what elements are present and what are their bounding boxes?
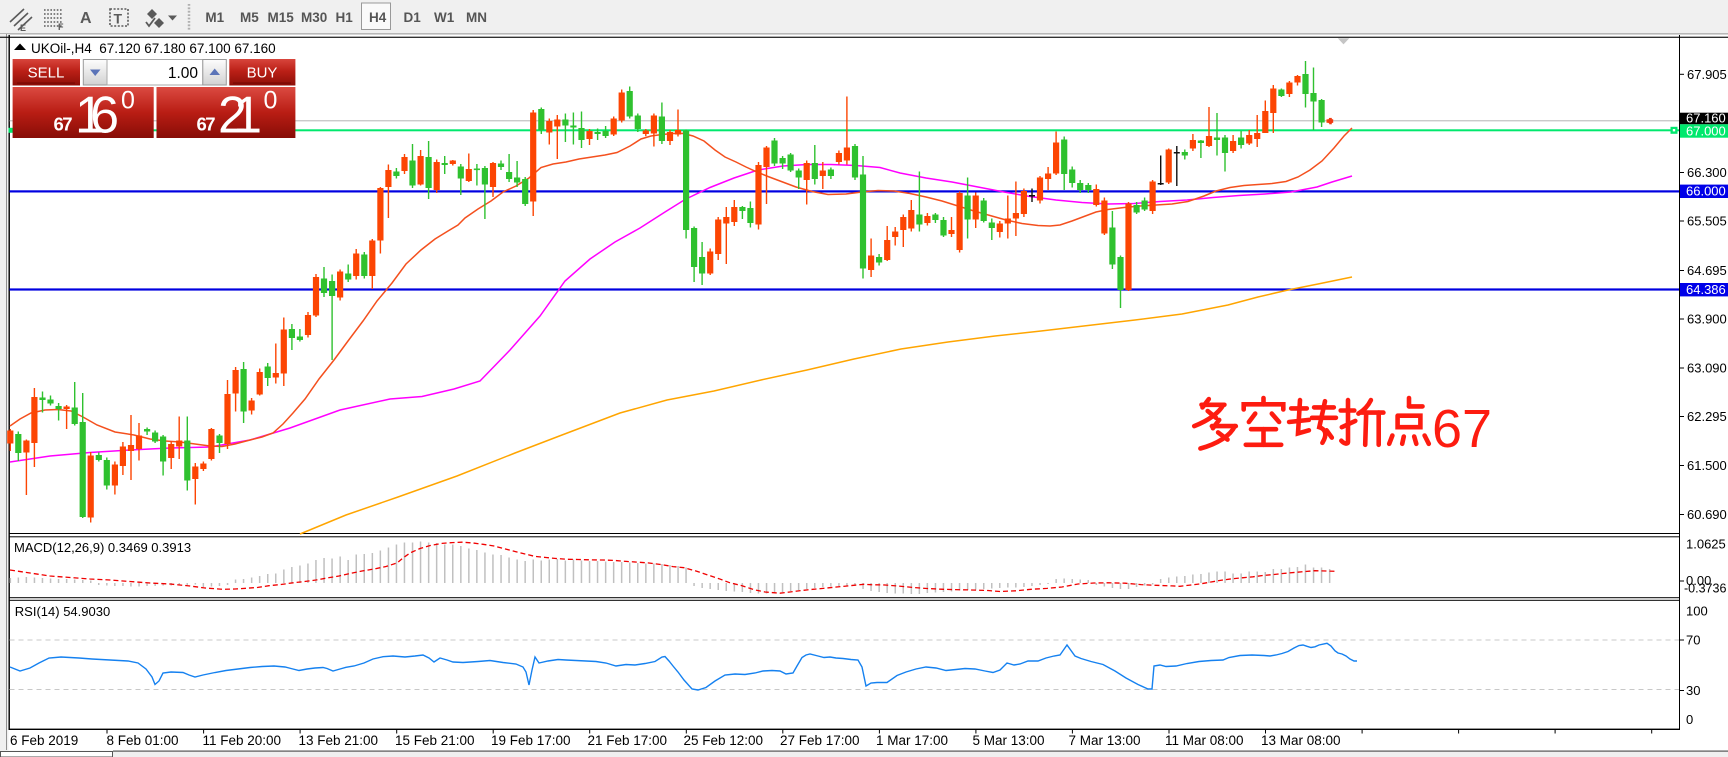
svg-text:8 Feb 01:00: 8 Feb 01:00 xyxy=(107,733,179,748)
svg-text:67: 67 xyxy=(54,114,73,135)
svg-text:0: 0 xyxy=(121,87,135,115)
svg-text:62.295: 62.295 xyxy=(1687,409,1727,424)
svg-text:63.900: 63.900 xyxy=(1687,312,1727,327)
svg-text:67.000: 67.000 xyxy=(1686,123,1726,138)
svg-text:67: 67 xyxy=(197,114,216,135)
svg-text:M30: M30 xyxy=(301,10,327,25)
svg-text:RSI(14) 54.9030: RSI(14) 54.9030 xyxy=(15,604,110,619)
svg-text:70: 70 xyxy=(1686,633,1700,648)
svg-text:66.000: 66.000 xyxy=(1686,184,1726,199)
svg-text:M1: M1 xyxy=(205,10,224,25)
svg-text:64.386: 64.386 xyxy=(1686,282,1726,297)
svg-text:67: 67 xyxy=(1432,399,1492,459)
svg-text:F: F xyxy=(58,22,64,32)
svg-text:64.695: 64.695 xyxy=(1687,263,1727,278)
svg-text:H1: H1 xyxy=(336,10,354,25)
svg-text:1.00: 1.00 xyxy=(168,65,199,82)
svg-text:0.00: 0.00 xyxy=(1686,573,1711,588)
svg-text:A: A xyxy=(80,10,92,27)
svg-text:66.300: 66.300 xyxy=(1687,165,1727,180)
svg-text:25 Feb 12:00: 25 Feb 12:00 xyxy=(684,733,764,748)
svg-text:60.690: 60.690 xyxy=(1687,507,1727,522)
svg-text:15 Feb 21:00: 15 Feb 21:00 xyxy=(395,733,475,748)
svg-text:11 Mar 08:00: 11 Mar 08:00 xyxy=(1165,733,1244,748)
svg-text:1.0625: 1.0625 xyxy=(1686,537,1726,552)
svg-text:M5: M5 xyxy=(240,10,259,25)
svg-text:6 Feb 2019: 6 Feb 2019 xyxy=(10,733,78,748)
svg-text:D1: D1 xyxy=(404,10,422,25)
svg-text:H4: H4 xyxy=(369,10,387,25)
svg-text:67.905: 67.905 xyxy=(1687,67,1727,82)
svg-text:63.090: 63.090 xyxy=(1687,361,1727,376)
svg-text:1 Mar 17:00: 1 Mar 17:00 xyxy=(876,733,948,748)
svg-text:11 Feb 20:00: 11 Feb 20:00 xyxy=(203,733,282,748)
svg-text:65.505: 65.505 xyxy=(1687,214,1727,229)
svg-text:M15: M15 xyxy=(268,10,295,25)
svg-text:13 Mar 08:00: 13 Mar 08:00 xyxy=(1261,733,1341,748)
svg-text:MN: MN xyxy=(466,10,487,25)
svg-text:E: E xyxy=(20,23,26,33)
svg-text:13 Feb 21:00: 13 Feb 21:00 xyxy=(299,733,379,748)
svg-text:30: 30 xyxy=(1686,683,1700,698)
svg-text:UKOil-,H4 67.120 67.180 67.10: UKOil-,H4 67.120 67.180 67.100 67.160 xyxy=(31,41,276,56)
svg-text:-0.3736: -0.3736 xyxy=(1684,582,1726,596)
svg-text:0: 0 xyxy=(264,87,278,115)
svg-text:16: 16 xyxy=(75,87,119,145)
svg-text:7 Mar 13:00: 7 Mar 13:00 xyxy=(1069,733,1141,748)
svg-text:100: 100 xyxy=(1686,604,1708,619)
svg-text:5 Mar 13:00: 5 Mar 13:00 xyxy=(973,733,1045,748)
svg-text:21: 21 xyxy=(218,87,262,145)
svg-text:19 Feb 17:00: 19 Feb 17:00 xyxy=(491,733,571,748)
svg-text:61.500: 61.500 xyxy=(1687,458,1727,473)
svg-text:T: T xyxy=(114,11,123,27)
svg-text:MACD(12,26,9) 0.3469 0.3913: MACD(12,26,9) 0.3469 0.3913 xyxy=(14,540,191,555)
svg-text:BUY: BUY xyxy=(247,65,278,82)
svg-text:SELL: SELL xyxy=(28,65,65,82)
svg-text:W1: W1 xyxy=(434,10,455,25)
svg-text:27 Feb 17:00: 27 Feb 17:00 xyxy=(780,733,860,748)
svg-text:67.160: 67.160 xyxy=(1686,111,1726,126)
svg-text:0: 0 xyxy=(1686,712,1693,727)
svg-text:21 Feb 17:00: 21 Feb 17:00 xyxy=(588,733,668,748)
